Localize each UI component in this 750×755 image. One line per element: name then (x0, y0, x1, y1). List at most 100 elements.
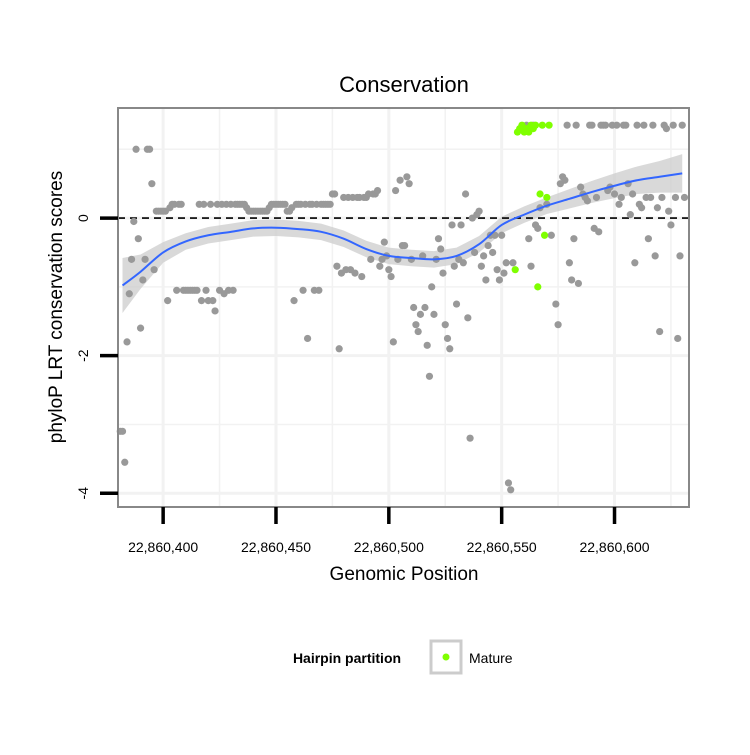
data-point (145, 145, 154, 153)
data-point (674, 334, 682, 343)
data-point (134, 235, 142, 243)
data-point (351, 269, 359, 277)
data-point (617, 193, 625, 202)
data-point (403, 173, 411, 181)
data-point (572, 121, 580, 129)
data-point (335, 345, 343, 353)
y-axis-ticks: 0 -2 -4 (75, 214, 118, 499)
data-point (416, 310, 425, 318)
data-point (507, 486, 515, 494)
data-point (139, 276, 147, 284)
data-point (527, 262, 535, 270)
mature-point (534, 283, 542, 291)
mature-point (545, 121, 553, 129)
data-point (441, 321, 449, 329)
data-point (392, 186, 400, 195)
x-tick-label: 22,860,500 (354, 539, 424, 555)
confidence-band (122, 154, 683, 314)
data-point (405, 180, 413, 188)
data-point (141, 255, 149, 263)
data-point (489, 248, 497, 257)
data-point (446, 345, 454, 353)
mature-point (511, 266, 519, 274)
data-point (491, 231, 499, 239)
x-tick-label: 22,860,400 (128, 539, 198, 555)
data-point (121, 458, 129, 466)
x-axis-title: Genomic Position (330, 564, 479, 585)
data-point (588, 121, 596, 129)
data-point (130, 217, 138, 226)
points-layer (116, 121, 689, 494)
data-point (443, 334, 452, 343)
data-point (385, 266, 393, 274)
data-point (470, 248, 479, 257)
data-point (389, 338, 397, 346)
data-point (457, 221, 465, 229)
data-point (333, 262, 341, 270)
data-point (439, 269, 447, 277)
data-point (563, 121, 571, 129)
data-point (640, 121, 648, 129)
data-point (303, 334, 312, 343)
data-point (331, 190, 339, 198)
data-point (358, 272, 366, 281)
data-point (173, 286, 181, 294)
data-point (662, 125, 671, 133)
y-tick-label: -2 (75, 349, 91, 362)
data-point (653, 204, 662, 212)
data-point (493, 266, 501, 274)
mature-point (540, 231, 549, 239)
data-point (568, 276, 576, 284)
data-point (502, 259, 510, 267)
legend-title: Hairpin partition (293, 650, 401, 666)
data-point (136, 324, 145, 332)
data-point (647, 193, 655, 202)
data-point (583, 197, 592, 205)
data-point (373, 186, 382, 195)
mature-point (543, 193, 551, 202)
data-point (450, 262, 458, 270)
confidence-band-layer (122, 154, 683, 314)
data-point (434, 235, 443, 243)
data-point (412, 321, 420, 329)
y-tick-label: 0 (75, 214, 91, 222)
data-point (430, 310, 438, 318)
data-point (651, 252, 659, 260)
data-point (547, 231, 555, 239)
data-point (315, 286, 323, 294)
data-point (164, 297, 172, 305)
data-point (132, 145, 140, 153)
data-point (631, 259, 639, 267)
chart-title: Conservation (339, 72, 469, 97)
data-point (281, 200, 289, 208)
legend-key-mature (442, 653, 450, 661)
data-point (448, 221, 456, 229)
data-point (676, 252, 684, 260)
grid-layer (118, 108, 689, 507)
x-tick-label: 22,860,450 (241, 539, 311, 555)
data-point (123, 338, 131, 346)
data-point (437, 245, 445, 253)
data-point (452, 300, 461, 308)
data-point (421, 303, 429, 312)
data-point (229, 286, 237, 294)
data-point (613, 121, 621, 129)
data-point (638, 204, 646, 212)
data-point (477, 262, 485, 270)
data-point (299, 286, 307, 294)
data-point (480, 252, 488, 260)
x-tick-label: 22,860,550 (467, 539, 537, 555)
data-point (428, 283, 436, 291)
data-point (206, 200, 215, 208)
data-point (482, 276, 490, 284)
data-point (678, 121, 686, 129)
data-point (177, 200, 185, 208)
data-point (577, 183, 585, 191)
data-point (658, 193, 666, 202)
data-point (484, 241, 492, 250)
data-point (125, 290, 133, 298)
data-point (669, 121, 677, 129)
mature-point (538, 121, 546, 129)
data-point (380, 238, 388, 246)
